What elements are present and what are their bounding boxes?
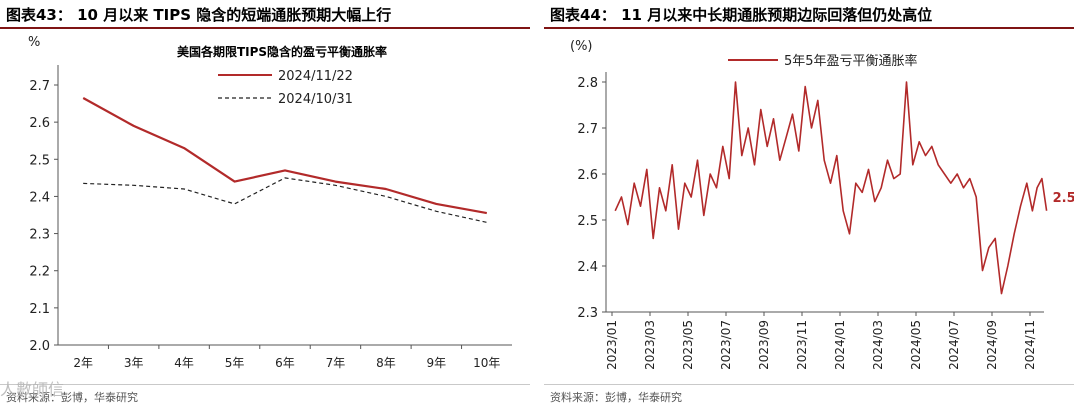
right-panel: 图表44： 11 月以来中长期通胀预期边际回落但仍处高位 (%) 2.3 2.4 2.… bbox=[544, 0, 1074, 408]
right-y-tick-label: 2.8 bbox=[577, 76, 598, 91]
right-bottom-rule bbox=[544, 384, 1074, 385]
right-legend-label: 5年5年盈亏平衡通胀率 bbox=[784, 53, 918, 69]
right-x-tick-label: 2023/01 bbox=[605, 320, 619, 370]
right-y-tick-label: 2.3 bbox=[577, 306, 598, 321]
right-x-tick-label: 2024/09 bbox=[985, 320, 999, 370]
left-title-rule bbox=[0, 27, 530, 29]
left-source: 资料来源：彭博，华泰研究 bbox=[6, 391, 138, 404]
left-legend-label: 2024/10/31 bbox=[278, 92, 353, 107]
left-legend-label: 2024/11/22 bbox=[278, 69, 353, 84]
left-x-tick-label: 10年 bbox=[473, 356, 500, 370]
right-series-line bbox=[614, 81, 1048, 295]
right-x-tick-label: 2023/11 bbox=[795, 320, 809, 370]
left-x-tick-label: 7年 bbox=[326, 356, 346, 370]
watermark-logo: 人數師信 bbox=[0, 380, 65, 399]
right-y-unit: (%) bbox=[570, 39, 593, 54]
right-y-tick-label: 2.6 bbox=[577, 168, 598, 183]
right-x-tick-label: 2023/07 bbox=[719, 320, 733, 370]
right-y-tick-label: 2.4 bbox=[577, 260, 598, 275]
left-y-tick-label: 2.5 bbox=[29, 153, 50, 168]
right-chart: (%) 2.3 2.4 2.5 2.6 2.7 2.8 2023/01 2023/03 2023/… bbox=[570, 39, 1074, 370]
left-y-tick-label: 2.2 bbox=[29, 265, 50, 280]
right-x-tick-label: 2024/01 bbox=[833, 320, 847, 370]
right-x-tick-label: 2024/07 bbox=[947, 320, 961, 370]
left-y-unit: % bbox=[28, 35, 40, 50]
left-y-tick-label: 2.1 bbox=[29, 302, 50, 317]
left-chart: % 2.0 2.1 2.2 2.3 2.4 2.5 2.6 2.7 2年 3年 4年 5年 6年 7年 8年 9… bbox=[28, 35, 512, 370]
left-x-tick-label: 8年 bbox=[376, 356, 396, 370]
right-y-tick-label: 2.5 bbox=[577, 214, 598, 229]
left-series-line-1 bbox=[82, 97, 487, 215]
right-title-rule bbox=[544, 27, 1074, 29]
left-bottom-rule bbox=[0, 384, 530, 385]
left-y-tick-label: 2.0 bbox=[29, 339, 50, 354]
left-y-tick-label: 2.4 bbox=[29, 190, 50, 205]
right-x-tick-label: 2024/03 bbox=[871, 320, 885, 370]
left-x-tick-label: 6年 bbox=[275, 356, 295, 370]
right-x-tick-label: 2023/05 bbox=[681, 320, 695, 370]
left-figure-title: 图表43： 10 月以来 TIPS 隐含的短端通胀预期大幅上行 bbox=[6, 6, 392, 24]
right-x-tick-label: 2024/11 bbox=[1023, 320, 1037, 370]
right-source: 资料来源：彭博，华泰研究 bbox=[550, 391, 682, 404]
left-x-tick-label: 2年 bbox=[73, 356, 93, 370]
left-panel: 图表43： 10 月以来 TIPS 隐含的短端通胀预期大幅上行 % 2.0 2.1 2… bbox=[0, 0, 530, 408]
left-x-tick-label: 5年 bbox=[225, 356, 245, 370]
right-figure-title: 图表44： 11 月以来中长期通胀预期边际回落但仍处高位 bbox=[550, 6, 933, 24]
right-end-value-label: 2.5 bbox=[1053, 191, 1074, 206]
left-y-tick-label: 2.6 bbox=[29, 116, 50, 131]
left-y-tick-label: 2.3 bbox=[29, 228, 50, 243]
left-series-line-2 bbox=[83, 177, 487, 223]
left-y-tick-label: 2.7 bbox=[29, 79, 50, 94]
right-y-tick-label: 2.7 bbox=[577, 122, 598, 137]
left-x-tick-label: 9年 bbox=[427, 356, 447, 370]
right-x-tick-label: 2024/05 bbox=[909, 320, 923, 370]
left-x-tick-label: 3年 bbox=[124, 356, 144, 370]
left-x-tick-label: 4年 bbox=[174, 356, 194, 370]
left-chart-title: 美国各期限TIPS隐含的盈亏平衡通胀率 bbox=[177, 44, 387, 59]
right-x-tick-label: 2023/03 bbox=[643, 320, 657, 370]
right-x-tick-label: 2023/09 bbox=[757, 320, 771, 370]
